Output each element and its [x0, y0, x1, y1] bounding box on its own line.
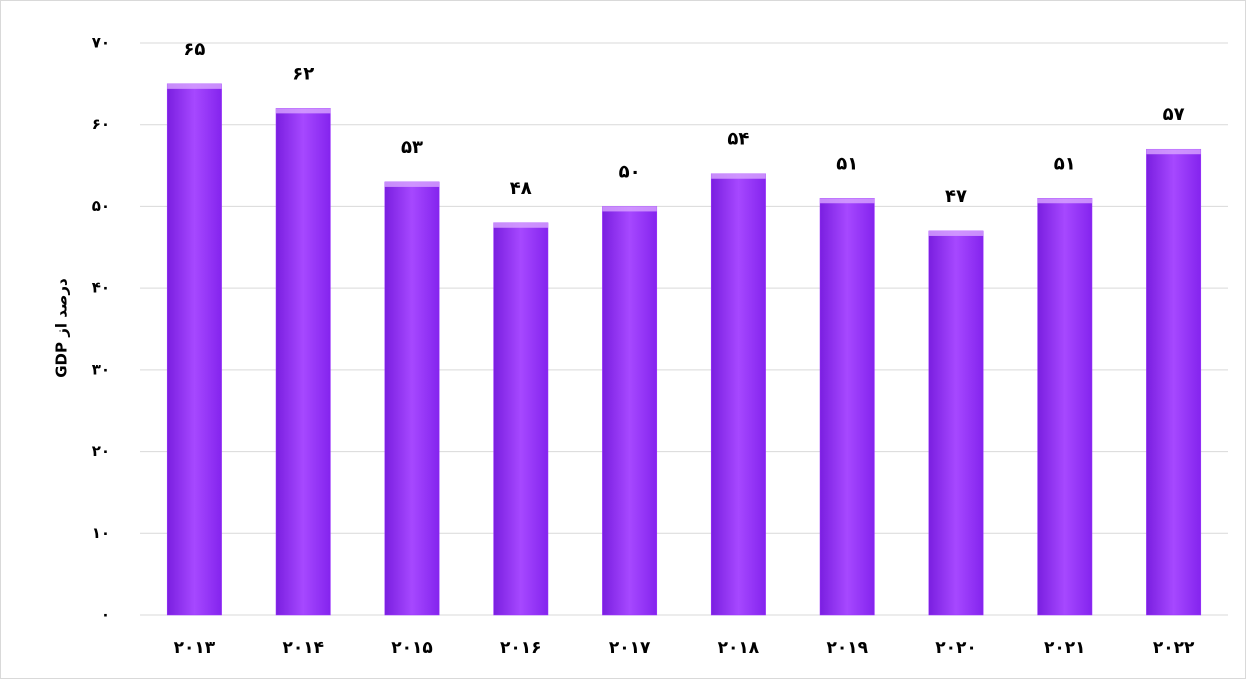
x-tick-label: ۲۰۲۱: [1044, 638, 1086, 658]
y-tick-label: ۰: [101, 606, 110, 624]
bar: [1146, 148, 1202, 616]
x-tick-label: ۲۰۱۴: [282, 638, 324, 658]
x-tick-label: ۲۰۱۹: [826, 638, 868, 658]
bar-cap: [1037, 198, 1092, 204]
bar-cap: [493, 222, 548, 228]
x-tick-label: ۲۰۲۰: [935, 638, 977, 658]
data-label: ۴۸: [510, 178, 532, 199]
bar-cap: [602, 206, 657, 212]
bar-cap: [1146, 149, 1201, 155]
bar: [819, 198, 875, 616]
y-tick-label: ۴۰: [92, 279, 110, 297]
y-tick-label: ۵۰: [92, 197, 110, 215]
bar: [275, 108, 331, 616]
x-tick-label: ۲۰۱۵: [391, 638, 433, 658]
bar: [384, 181, 440, 616]
bar: [602, 206, 658, 616]
bar: [710, 173, 766, 616]
y-tick-label: ۳۰: [92, 360, 110, 378]
x-tick-label: ۲۰۱۷: [609, 638, 651, 658]
y-tick-label: ۲۰: [92, 442, 110, 460]
data-label: ۵۱: [1054, 153, 1076, 174]
x-tick-label: ۲۰۱۳: [174, 638, 216, 658]
data-label: ۶۵: [183, 39, 205, 60]
bar: [1037, 198, 1093, 616]
data-label: ۵۴: [727, 129, 749, 150]
x-tick-label: ۲۰۱۶: [500, 638, 542, 658]
data-label: ۵۷: [1163, 104, 1185, 125]
bar-cap: [928, 230, 984, 236]
x-tick-label: ۲۰۲۲: [1153, 638, 1195, 658]
data-label: ۶۲: [292, 63, 314, 84]
data-label: ۵۰: [619, 161, 641, 182]
bar-cap: [167, 83, 222, 89]
y-axis-label: درصد از GDP: [53, 278, 71, 378]
y-tick-label: ۱۰: [92, 524, 110, 542]
bar: [493, 222, 549, 616]
data-label: ۴۷: [945, 186, 967, 207]
bar-cap: [711, 173, 766, 179]
y-tick-label: ۶۰: [92, 115, 110, 133]
data-label: ۵۳: [401, 137, 423, 158]
y-tick-label: ۷۰: [92, 34, 110, 52]
x-tick-label: ۲۰۱۸: [718, 638, 760, 658]
bar: [166, 83, 222, 616]
bar-cap: [384, 181, 440, 187]
bar: [928, 230, 984, 616]
data-label: ۵۱: [836, 153, 858, 174]
bar-cap: [276, 108, 331, 114]
bar-cap: [820, 198, 875, 204]
